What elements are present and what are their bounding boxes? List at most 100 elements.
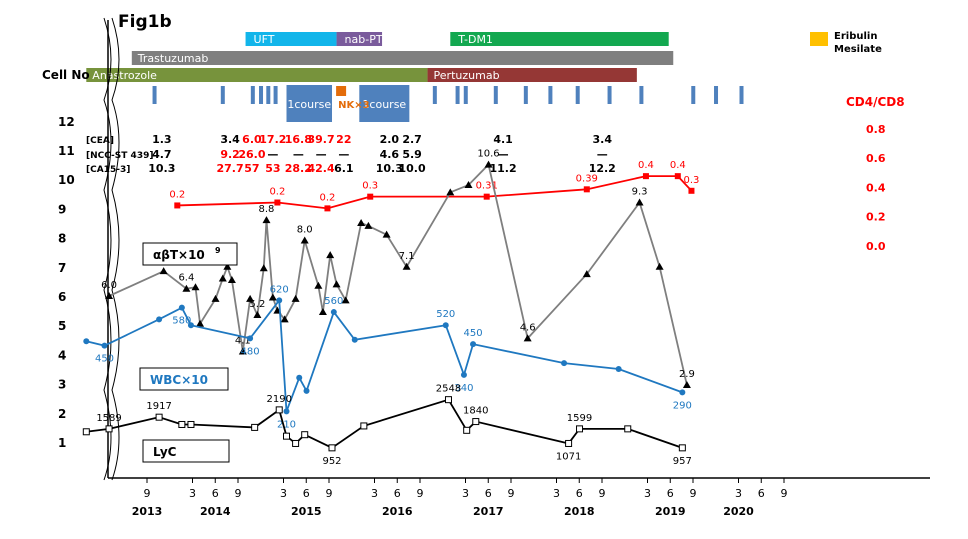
series-point — [291, 294, 300, 302]
series-point — [178, 420, 186, 428]
legend-label: αβT×10 — [153, 248, 205, 262]
course-box — [359, 85, 410, 122]
x-year-label: 2014 — [200, 505, 231, 518]
therapy-bar-label: T-DM1 — [457, 33, 493, 46]
series-point — [296, 374, 303, 381]
x-tick-label: 6 — [576, 487, 583, 500]
infusion-tick — [455, 86, 460, 104]
series-point — [615, 366, 622, 372]
series-line — [86, 297, 683, 412]
x-tick-label: 9 — [235, 487, 242, 500]
data-label: 4.1 — [235, 335, 251, 346]
marker-value: 4.7 — [152, 148, 172, 161]
data-label: 7.1 — [399, 251, 415, 262]
marker-row-label: [CEA] — [86, 136, 114, 146]
series-point — [238, 347, 247, 355]
therapy-bar-label: nab-PTX — [345, 33, 391, 46]
marker-value: 11.2 — [490, 162, 517, 175]
series-point — [259, 264, 268, 272]
marker-value: — — [338, 148, 349, 161]
series-point — [341, 296, 350, 304]
data-label: 9.3 — [632, 187, 648, 198]
infusion-tick — [739, 86, 744, 104]
data-label: 0.2 — [269, 187, 285, 198]
x-tick-label: 3 — [644, 487, 651, 500]
marker-value: 2.7 — [402, 133, 422, 146]
x-year-label: 2018 — [564, 505, 595, 518]
marker-value: 10.3 — [148, 162, 175, 175]
axis-break — [103, 17, 112, 481]
therapy-bar — [450, 32, 669, 46]
series-point — [561, 360, 568, 367]
x-year-label: 2015 — [291, 505, 322, 518]
marker-value: 10.3 — [376, 162, 403, 175]
data-label: 5.2 — [249, 299, 265, 310]
infusion-tick — [259, 86, 264, 104]
data-label: 480 — [241, 346, 260, 357]
data-label: 6.0 — [101, 280, 117, 291]
marker-value: — — [498, 148, 509, 161]
y-tick-label: 1 — [58, 436, 66, 450]
series-point — [187, 322, 194, 329]
ratio-tick-label: 0.4 — [866, 181, 886, 194]
therapy-bar — [336, 32, 383, 46]
series-point — [364, 221, 373, 229]
data-label: 0.2 — [169, 189, 185, 200]
series-point — [642, 173, 649, 180]
y-tick-label: 11 — [58, 144, 75, 158]
eribulin-label-2: Mesilate — [834, 44, 882, 55]
x-tick-label: 3 — [371, 487, 378, 500]
marker-value: 4.1 — [493, 133, 513, 146]
therapy-bar — [131, 51, 674, 65]
marker-value: 4.6 — [380, 148, 400, 161]
x-tick-label: 9 — [599, 487, 606, 500]
series-point — [191, 283, 200, 291]
course-label: 1course — [287, 98, 331, 111]
ratio-tick-label: 0.0 — [866, 240, 886, 253]
series-point — [655, 262, 664, 270]
marker-row-label: [NCC-ST 439] — [86, 151, 153, 161]
series-point — [484, 160, 493, 168]
series-point — [357, 219, 366, 226]
marker-value: 6.1 — [334, 162, 354, 175]
data-label: 0.3 — [362, 181, 378, 192]
marker-value: 16.8 — [285, 133, 312, 146]
x-tick-label: 6 — [485, 487, 492, 500]
series-point — [274, 199, 281, 206]
data-label: 952 — [322, 456, 341, 467]
marker-value: 57 — [244, 162, 259, 175]
series-point — [444, 396, 452, 404]
series-point — [292, 439, 300, 447]
chart-title: Fig1b — [118, 12, 172, 32]
series-point — [196, 319, 205, 327]
y-tick-label: 6 — [58, 290, 66, 304]
marker-value: 28.2 — [285, 162, 312, 175]
series-point — [464, 181, 473, 189]
series-point — [446, 188, 455, 196]
marker-value: 27.7 — [217, 162, 244, 175]
x-tick-label: 9 — [690, 487, 697, 500]
marker-value: 9.2 — [220, 148, 240, 161]
series-point — [156, 316, 163, 323]
infusion-tick — [575, 86, 580, 104]
ratio-tick-label: 0.6 — [866, 152, 886, 165]
series-line — [177, 175, 693, 210]
data-label: 1071 — [556, 451, 581, 462]
series-point — [351, 336, 358, 343]
data-label: 0.4 — [670, 160, 686, 171]
series-point — [83, 338, 90, 345]
series-point — [275, 406, 283, 414]
data-label: 8.0 — [297, 225, 313, 236]
series-point — [303, 387, 310, 394]
data-label: 0.31 — [476, 181, 498, 192]
x-year-label: 2016 — [382, 505, 413, 518]
data-label: 6.4 — [178, 273, 194, 284]
marker-value: — — [267, 148, 278, 161]
infusion-tick — [493, 86, 498, 104]
series-point — [463, 426, 471, 434]
data-label: 1917 — [146, 401, 171, 412]
series-point — [674, 173, 681, 180]
series-point — [182, 284, 191, 292]
infusion-tick — [266, 86, 271, 104]
course-label: 1course — [362, 98, 406, 111]
